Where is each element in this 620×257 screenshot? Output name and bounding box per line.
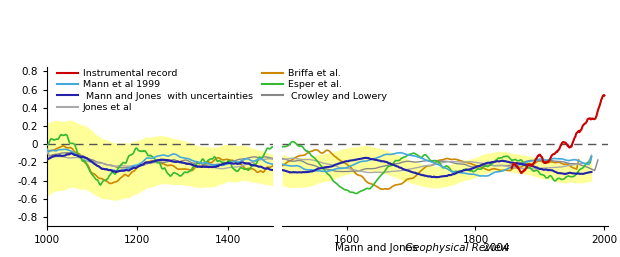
Legend: Instrumental record, Mann et al 1999,  Mann and Jones  with uncertainties, Jones: Instrumental record, Mann et al 1999, Ma…	[58, 69, 387, 112]
Text: Geophysical Review: Geophysical Review	[405, 243, 509, 253]
Text: Mann and Jones: Mann and Jones	[335, 243, 420, 253]
Text: 2004: 2004	[480, 243, 510, 253]
